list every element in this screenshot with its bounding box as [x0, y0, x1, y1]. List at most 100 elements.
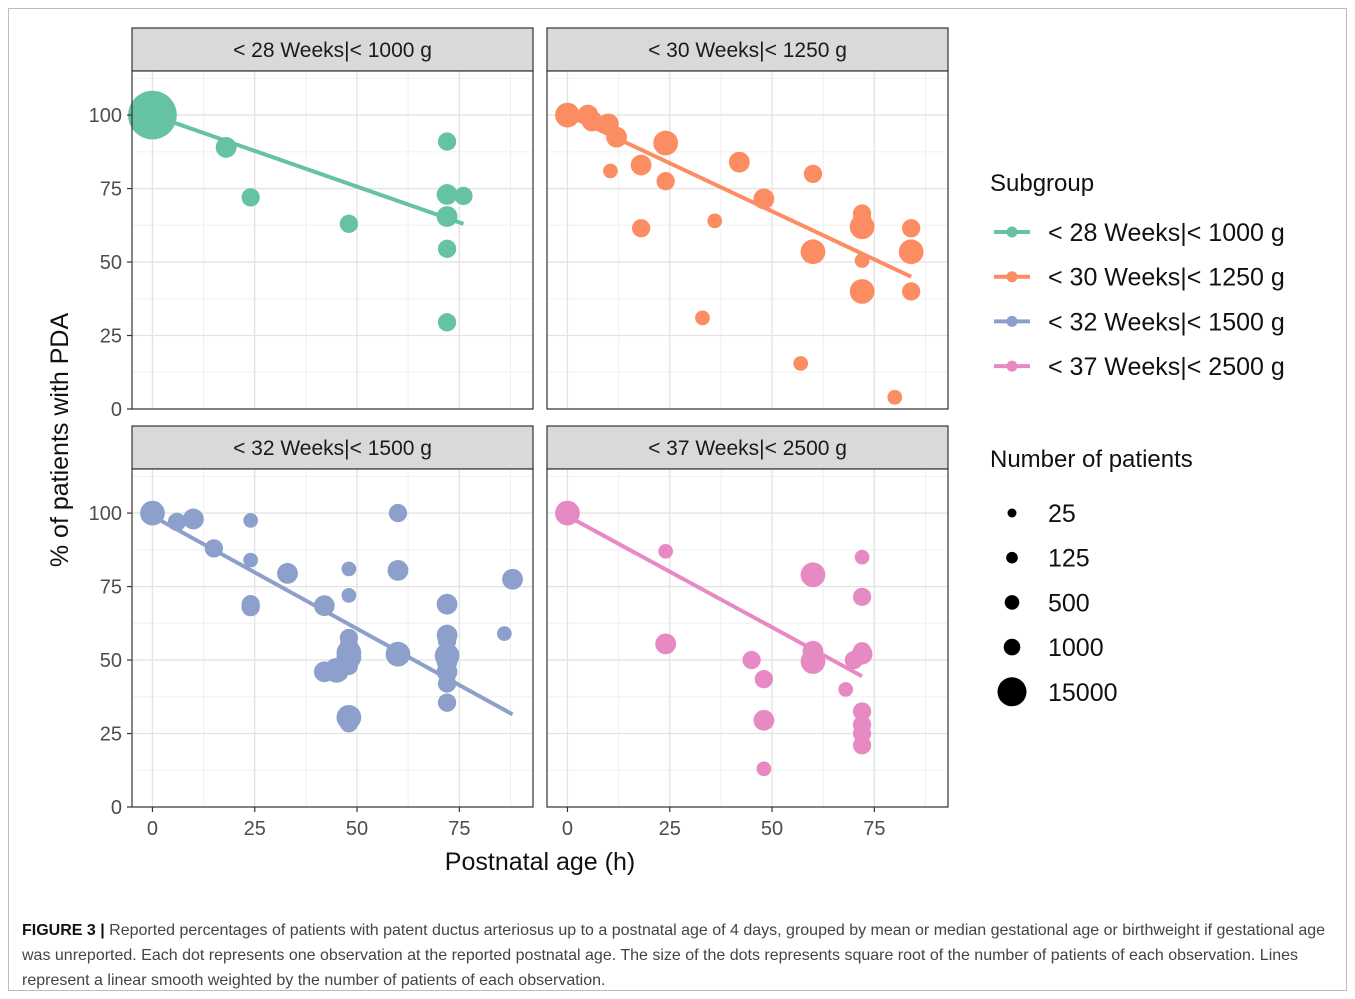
fit-line — [151, 113, 465, 226]
figure-caption: FIGURE 3 | Reported percentages of patie… — [22, 918, 1337, 993]
data-point — [803, 164, 823, 184]
facet-strip — [131, 425, 534, 470]
x-tick-label: 50 — [346, 818, 368, 840]
panel-border — [546, 70, 949, 410]
data-point — [313, 595, 335, 617]
y-tick-label: 0 — [111, 399, 122, 421]
data-point — [849, 214, 875, 240]
facet-title: < 28 Weeks|< 1000 g — [233, 39, 432, 62]
caption-text: Reported percentages of patients with pa… — [22, 922, 1326, 989]
data-point — [436, 593, 458, 615]
panel-background — [547, 469, 948, 807]
data-point — [241, 597, 260, 617]
y-tick-label: 100 — [89, 105, 122, 127]
data-point — [385, 641, 411, 667]
data-point — [655, 633, 677, 655]
legend-size-dot — [1003, 638, 1021, 656]
legend-dot — [1006, 271, 1018, 283]
data-point — [753, 188, 775, 210]
data-point — [852, 587, 872, 607]
legend-size-dot — [1006, 551, 1018, 564]
x-tick-label: 75 — [448, 818, 470, 840]
y-tick-label: 75 — [100, 577, 122, 599]
panel-border — [546, 468, 949, 808]
data-point — [182, 508, 204, 530]
y-tick-label: 25 — [100, 326, 122, 348]
data-point — [277, 562, 298, 584]
data-point — [140, 500, 165, 526]
data-point — [852, 702, 872, 721]
data-point — [204, 539, 223, 558]
data-point — [800, 562, 826, 588]
data-point — [793, 356, 809, 371]
panel-border — [131, 70, 534, 410]
data-point — [341, 588, 357, 603]
data-point — [902, 219, 921, 238]
data-point — [339, 714, 359, 733]
y-tick-label: 100 — [89, 503, 122, 525]
y-tick-label: 50 — [100, 650, 122, 672]
data-point — [603, 163, 618, 179]
data-point — [753, 709, 775, 731]
data-point — [742, 650, 761, 670]
data-point — [388, 503, 408, 523]
data-point — [437, 239, 457, 258]
faceted-scatter-chart: < 28 Weeks|< 1000 g 0 25 50 75 100 < 30 Weeks|… — [46, 27, 1285, 876]
y-tick-label: 0 — [111, 797, 122, 819]
data-point — [241, 188, 260, 207]
data-point — [754, 669, 774, 689]
data-point — [898, 239, 924, 265]
data-point — [555, 102, 580, 128]
data-point — [887, 389, 903, 405]
x-tick-label: 0 — [147, 818, 158, 840]
data-point — [215, 137, 237, 158]
data-point — [653, 130, 679, 156]
legend-size-label: 125 — [1048, 545, 1090, 573]
data-point — [437, 132, 457, 151]
legend-size-dot — [1004, 595, 1020, 610]
figure-frame — [8, 8, 1347, 991]
data-point — [436, 206, 458, 227]
panel-border — [131, 468, 534, 808]
data-point — [658, 543, 674, 559]
data-point — [339, 214, 359, 233]
facet-strip — [546, 27, 949, 72]
legend-size-title: Number of patients — [990, 446, 1193, 473]
data-point — [437, 674, 457, 693]
y-axis-title: % of patients with PDA — [46, 313, 74, 568]
data-point — [630, 154, 652, 176]
x-tick-label: 75 — [863, 818, 885, 840]
data-point — [437, 313, 457, 332]
data-point — [854, 549, 870, 565]
legend-label: < 37 Weeks|< 2500 g — [1048, 353, 1285, 381]
data-point — [631, 219, 651, 238]
data-point — [849, 279, 875, 304]
x-tick-label: 25 — [244, 818, 266, 840]
data-point — [902, 282, 921, 301]
data-point — [387, 559, 409, 581]
legend-size-dot — [1007, 508, 1017, 518]
legend-label: < 28 Weeks|< 1000 g — [1048, 219, 1285, 247]
x-tick-label: 0 — [562, 818, 573, 840]
panel-background — [132, 71, 533, 409]
y-tick-label: 50 — [100, 252, 122, 274]
caption-label: FIGURE 3 | — [22, 922, 105, 939]
data-point — [854, 253, 870, 268]
legend-dot — [1006, 360, 1018, 372]
data-point — [167, 512, 187, 532]
data-point — [707, 213, 723, 229]
data-point — [436, 184, 458, 205]
data-point — [341, 561, 357, 577]
data-point — [852, 736, 872, 755]
y-tick-label: 25 — [100, 724, 122, 746]
legend-size-label: 500 — [1048, 589, 1090, 617]
data-point — [656, 172, 675, 191]
x-axis-title: Postnatal age (h) — [445, 848, 635, 876]
data-point — [695, 310, 710, 326]
data-point — [502, 568, 523, 590]
facet-title: < 37 Weeks|< 2500 g — [648, 437, 847, 460]
x-tick-label: 25 — [659, 818, 681, 840]
legend-size-dot — [997, 677, 1027, 707]
legend-size-label: 1000 — [1048, 634, 1104, 662]
y-tick-label: 75 — [100, 179, 122, 201]
